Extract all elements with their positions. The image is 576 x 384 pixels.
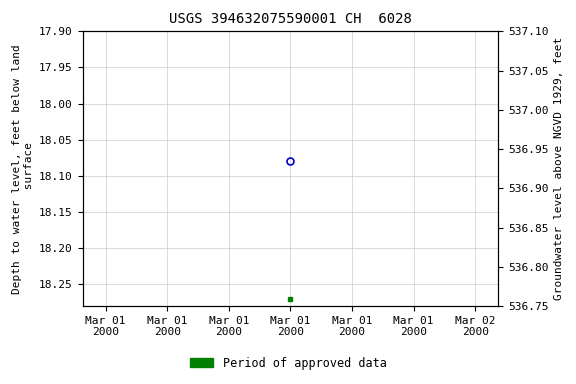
Legend: Period of approved data: Period of approved data — [185, 352, 391, 374]
Y-axis label: Groundwater level above NGVD 1929, feet: Groundwater level above NGVD 1929, feet — [554, 37, 564, 300]
Y-axis label: Depth to water level, feet below land
 surface: Depth to water level, feet below land su… — [12, 44, 33, 294]
Title: USGS 394632075590001 CH  6028: USGS 394632075590001 CH 6028 — [169, 12, 412, 26]
